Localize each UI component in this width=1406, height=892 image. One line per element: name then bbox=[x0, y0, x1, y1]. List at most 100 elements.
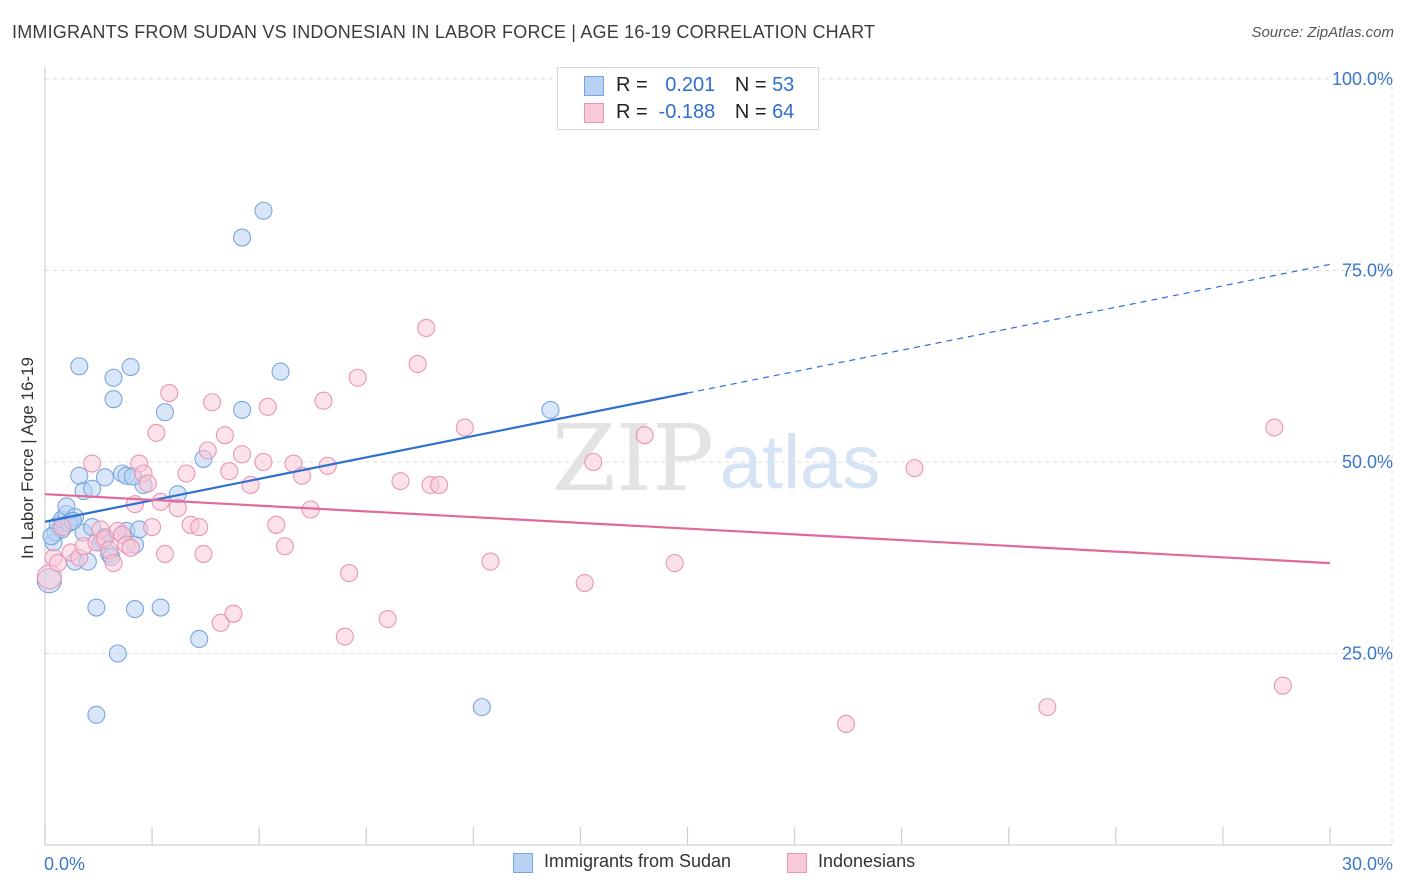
r-label: R = bbox=[616, 74, 648, 96]
legend-swatch-blue bbox=[513, 853, 533, 873]
point-indonesians bbox=[83, 454, 102, 473]
point-indonesians bbox=[340, 564, 359, 583]
trend-line-indonesians bbox=[44, 493, 1331, 565]
point-sudan bbox=[108, 644, 127, 663]
point-indonesians bbox=[430, 475, 449, 495]
point-sudan bbox=[125, 600, 144, 619]
x-tick-label: 0.0% bbox=[44, 854, 85, 874]
point-indonesians bbox=[905, 459, 924, 478]
point-indonesians bbox=[1273, 676, 1292, 695]
chart-title: IMMIGRANTS FROM SUDAN VS INDONESIAN IN L… bbox=[12, 22, 876, 42]
point-indonesians bbox=[275, 537, 294, 556]
trend-lines bbox=[44, 263, 1331, 565]
point-sudan bbox=[151, 598, 170, 617]
point-indonesians bbox=[224, 604, 243, 623]
point-indonesians bbox=[665, 554, 684, 573]
axes bbox=[44, 67, 1392, 846]
point-indonesians bbox=[836, 714, 856, 734]
y-tick-label: 75.0% bbox=[1342, 261, 1393, 281]
r-value: 0.201 bbox=[665, 74, 716, 96]
point-indonesians bbox=[160, 384, 179, 403]
point-indonesians bbox=[147, 423, 166, 442]
point-indonesians bbox=[254, 452, 273, 472]
point-indonesians bbox=[194, 544, 213, 563]
y-tick-label: 50.0% bbox=[1342, 452, 1393, 472]
point-indonesians bbox=[190, 518, 209, 537]
point-indonesians bbox=[138, 474, 157, 493]
point-sudan bbox=[87, 598, 106, 617]
point-indonesians bbox=[121, 538, 140, 557]
watermark: ZIP atlas bbox=[552, 405, 880, 512]
point-indonesians bbox=[220, 462, 239, 481]
point-sudan bbox=[254, 201, 273, 220]
point-sudan bbox=[232, 400, 252, 419]
point-indonesians bbox=[155, 544, 174, 563]
point-indonesians bbox=[584, 452, 603, 472]
point-indonesians bbox=[151, 492, 170, 511]
point-indonesians bbox=[258, 397, 277, 416]
point-sudan bbox=[155, 403, 174, 422]
point-indonesians bbox=[267, 515, 286, 534]
point-indonesians bbox=[314, 391, 333, 410]
y-axis-label: In Labor Force | Age 16-19 bbox=[18, 357, 37, 559]
y-tick-label: 25.0% bbox=[1342, 644, 1393, 664]
point-sudan bbox=[70, 466, 89, 485]
point-sudan bbox=[232, 228, 252, 247]
gridlines bbox=[45, 78, 1393, 845]
point-sudan bbox=[87, 705, 106, 724]
point-sudan bbox=[104, 368, 123, 387]
point-sudan bbox=[70, 357, 89, 376]
watermark-atlas: atlas bbox=[720, 420, 881, 505]
trend-line-sudan-extension bbox=[687, 263, 1331, 394]
point-indonesians bbox=[455, 418, 474, 437]
n-value: 64 bbox=[772, 101, 795, 123]
point-indonesians bbox=[211, 613, 230, 632]
point-indonesians bbox=[408, 354, 427, 374]
r-value: -0.188 bbox=[658, 101, 716, 123]
point-indonesians bbox=[203, 393, 222, 412]
y-tick-label: 100.0% bbox=[1332, 69, 1393, 89]
point-sudan bbox=[121, 357, 140, 377]
point-indonesians bbox=[378, 609, 397, 629]
watermark-zip: ZIP bbox=[552, 405, 714, 512]
point-indonesians bbox=[1265, 418, 1284, 437]
x-tick-label: 30.0% bbox=[1342, 854, 1393, 874]
legend-label: Immigrants from Sudan bbox=[544, 851, 732, 871]
legend-text: R = -0.188 N = 64 bbox=[616, 101, 794, 124]
point-indonesians bbox=[232, 445, 252, 464]
point-indonesians bbox=[177, 464, 196, 483]
point-sudan bbox=[271, 362, 290, 381]
point-sudan bbox=[472, 698, 491, 717]
point-indonesians bbox=[391, 472, 410, 491]
tick-labels: 25.0% 50.0% 75.0% 100.0% 0.0% 30.0% bbox=[44, 69, 1393, 874]
point-indonesians bbox=[575, 573, 594, 593]
point-indonesians bbox=[48, 554, 67, 573]
point-indonesians bbox=[481, 552, 500, 571]
n-value: 53 bbox=[772, 74, 795, 96]
point-indonesians bbox=[1038, 698, 1057, 717]
data-points bbox=[36, 201, 1292, 734]
point-indonesians bbox=[104, 554, 123, 573]
legend-swatch-pink bbox=[584, 103, 604, 123]
point-sudan bbox=[190, 629, 209, 648]
legend-swatch-pink bbox=[787, 853, 807, 873]
r-label: R = bbox=[616, 101, 648, 123]
point-sudan bbox=[104, 390, 123, 409]
legend-text: R = 0.201 N = 53 bbox=[616, 74, 794, 97]
n-label: N = bbox=[734, 74, 767, 96]
point-sudan bbox=[95, 468, 115, 487]
y-axis-label-wrap: In Labor Force | Age 16-19 bbox=[16, 340, 40, 580]
point-indonesians bbox=[417, 318, 436, 338]
point-indonesians bbox=[635, 426, 654, 445]
point-indonesians bbox=[198, 441, 217, 460]
point-sudan bbox=[541, 400, 560, 419]
correlation-legend: R = 0.201 N = 53 R = -0.188 N = 64 bbox=[557, 67, 819, 130]
point-indonesians bbox=[348, 368, 367, 387]
n-label: N = bbox=[734, 101, 767, 123]
source-credit: Source: ZipAtlas.com bbox=[1251, 24, 1394, 41]
point-indonesians bbox=[335, 627, 354, 646]
point-indonesians bbox=[53, 518, 72, 537]
point-indonesians bbox=[215, 426, 234, 445]
point-indonesians bbox=[168, 498, 187, 518]
